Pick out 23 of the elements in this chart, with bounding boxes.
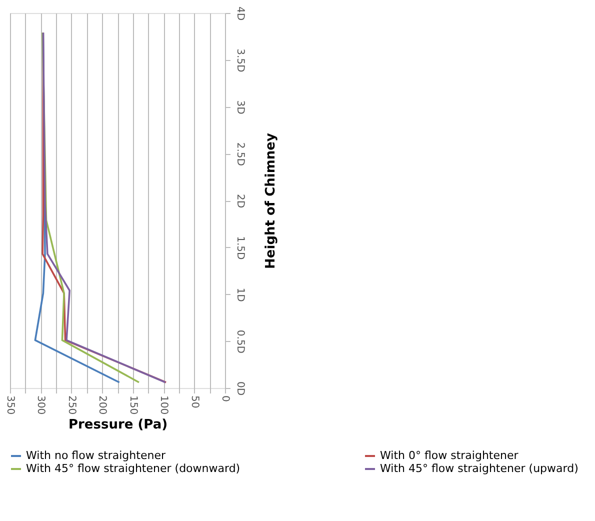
x-axis-title: Pressure (Pa) — [68, 418, 168, 433]
x-tick-label: 50 — [188, 396, 200, 408]
y-tick-label: 2D — [234, 194, 246, 208]
x-tick-label: 150 — [127, 396, 138, 415]
y-tick-label: 1.5D — [234, 236, 246, 260]
y-tick-label: 2.5D — [234, 142, 246, 166]
legend-label: With 0° flow straightener — [380, 449, 519, 462]
y-tick-label: 0D — [234, 381, 246, 396]
y-tick-label: 4D — [234, 6, 246, 21]
y-axis-title: Height of Chimney — [264, 132, 278, 269]
legend-label: With 45° flow straightener (downward) — [26, 462, 240, 475]
x-tick-label: 350 — [4, 396, 16, 415]
x-tick-label: 200 — [96, 396, 108, 415]
x-tick-label: 300 — [35, 396, 46, 415]
y-tick-label: 3D — [234, 100, 246, 115]
legend-label: With 45° flow straightener (upward) — [380, 462, 578, 475]
y-tick-label: 1D — [234, 288, 246, 302]
x-tick-label: 100 — [158, 396, 170, 415]
legend-label: With no flow straightener — [26, 449, 166, 462]
y-tick-label: 0.5D — [234, 330, 246, 354]
y-tick-label: 3.5D — [234, 48, 246, 72]
x-tick-label: 0 — [220, 396, 230, 402]
x-tick-label: 250 — [66, 396, 77, 415]
